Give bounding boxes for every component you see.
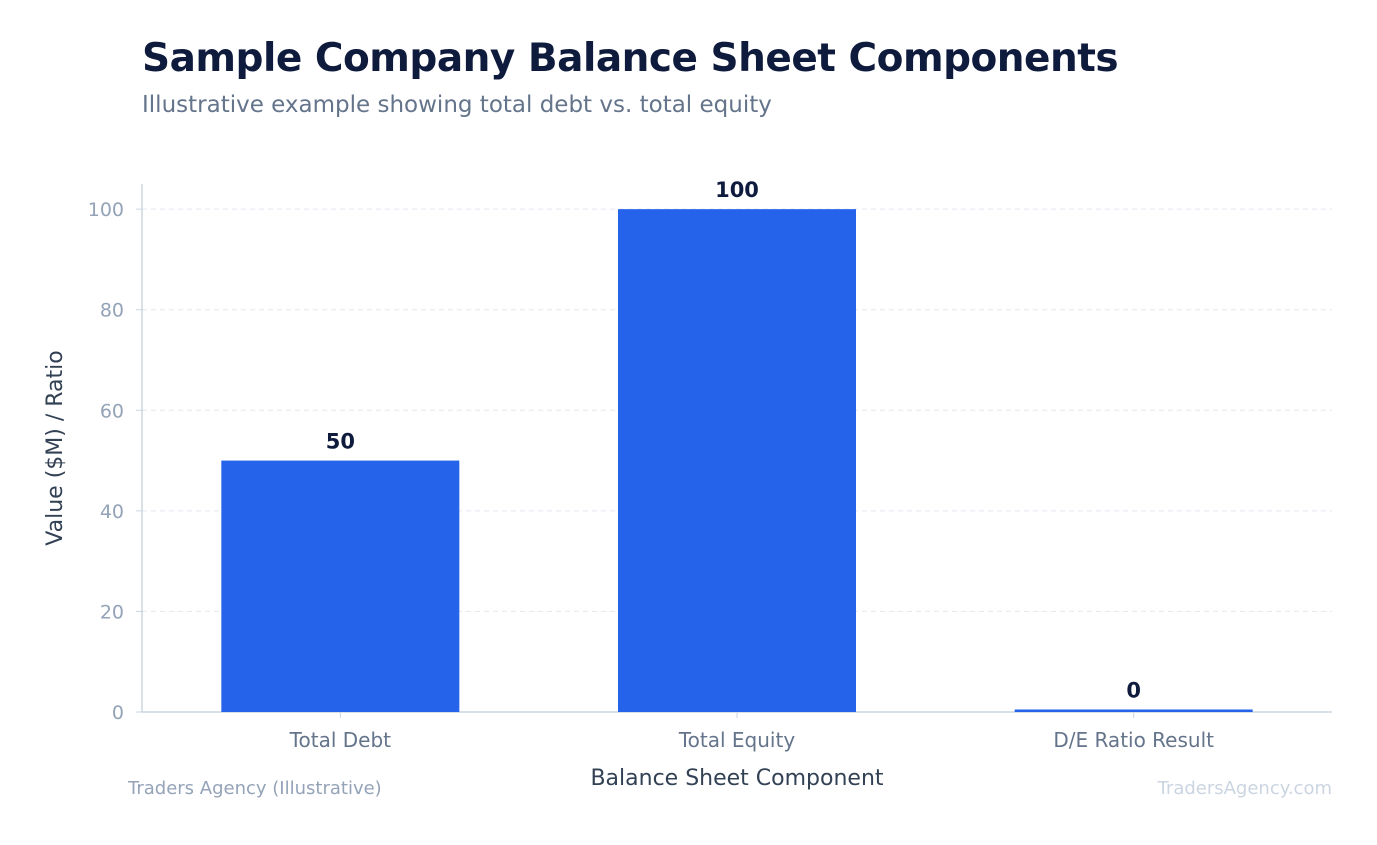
y-tick-label: 100 bbox=[88, 199, 124, 221]
bar bbox=[1014, 709, 1253, 712]
x-tick-label: D/E Ratio Result bbox=[1053, 728, 1214, 752]
y-tick-label: 20 bbox=[100, 601, 124, 623]
bar-value-label: 50 bbox=[326, 430, 355, 454]
y-tick-label: 60 bbox=[100, 400, 124, 422]
bar-value-label: 100 bbox=[715, 178, 759, 202]
y-tick-label: 80 bbox=[100, 300, 124, 322]
y-axis-label: Value ($M) / Ratio bbox=[43, 350, 68, 545]
chart-subtitle: Illustrative example showing total debt … bbox=[142, 92, 772, 118]
bar-value-label: 0 bbox=[1126, 678, 1141, 702]
y-tick-label: 40 bbox=[100, 501, 124, 523]
watermark: TradersAgency.com bbox=[1157, 778, 1332, 799]
bar bbox=[618, 209, 856, 712]
x-tick-label: Total Debt bbox=[289, 728, 391, 752]
source-note: Traders Agency (Illustrative) bbox=[128, 778, 382, 799]
y-tick-label: 0 bbox=[112, 702, 124, 724]
x-tick-label: Total Equity bbox=[678, 728, 795, 752]
bar bbox=[221, 460, 460, 712]
chart-title: Sample Company Balance Sheet Components bbox=[142, 36, 1119, 81]
x-axis-label: Balance Sheet Component bbox=[590, 766, 883, 791]
